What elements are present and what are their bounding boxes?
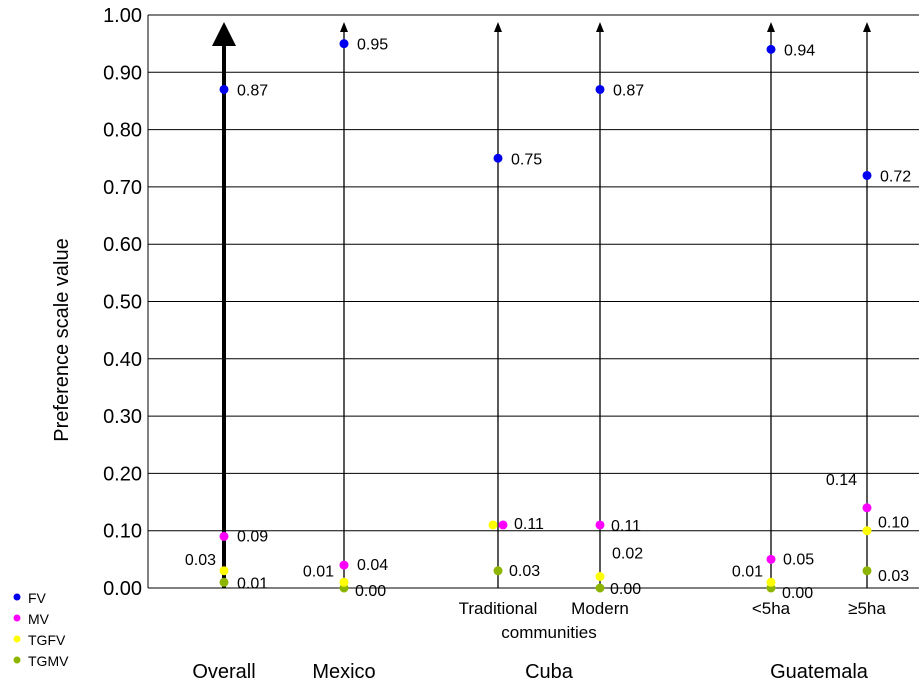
point-tgfv [862,526,872,536]
data-label-mv: 0.11 [514,516,544,533]
data-label-fv: 0.75 [511,151,542,168]
column-arrows [212,22,871,588]
group-label: Mexico [312,661,375,683]
point-tgfv [219,566,229,576]
column-arrowhead [340,22,348,32]
column-arrowhead [863,22,871,32]
point-fv [766,44,776,54]
data-label-mv: 0.09 [237,528,268,545]
data-label-tgfv: 0.02 [612,546,643,563]
point-tgmv [493,566,503,576]
legend-marker-tgmv [13,656,21,664]
data-label-tgfv: 0.03 [185,552,216,569]
data-label-tgmv: 0.00 [610,581,641,598]
data-points [219,39,872,593]
column-arrowhead [494,22,502,32]
legend: FV MV TGFV TGMV [13,590,69,669]
point-mv [498,520,508,530]
y-tick-label: 0.90 [103,62,142,84]
legend-marker-tgfv [13,635,21,643]
point-tgmv [862,566,872,576]
point-fv [862,170,872,180]
data-label-fv: 0.95 [357,37,388,54]
column-label: <5ha [752,599,791,618]
data-label-tgmv: 0.00 [782,585,813,602]
point-fv [339,39,349,49]
point-tgfv [595,572,605,582]
data-label-fv: 0.87 [237,82,268,99]
y-tick-label: 0.30 [103,406,142,428]
point-mv [595,520,605,530]
gridlines [148,14,919,589]
point-tgmv [595,583,605,593]
legend-label-tgfv: TGFV [28,632,66,648]
legend-marker-mv [13,614,21,622]
data-label-tgfv: 0.10 [878,515,909,532]
y-tick-label: 0.60 [103,234,142,256]
data-label-tgmv: 0.03 [509,563,540,580]
data-label-tgfv: 0.01 [303,563,334,580]
point-mv [766,554,776,564]
y-tick-label: 0.20 [103,463,142,485]
point-tgmv [219,577,229,587]
legend-label-fv: FV [28,590,47,606]
column-arrowhead [596,22,604,32]
y-tick-label: 0.00 [103,578,142,600]
y-axis-label: Preference scale value [51,238,73,441]
column-arrowhead [212,22,236,46]
legend-label-mv: MV [28,611,50,627]
category-labels: Overall Mexico Traditional communities Moder… [192,599,886,683]
column-arrowhead [767,22,775,32]
data-label-fv: 0.87 [613,82,644,99]
data-label-mv: 0.05 [783,551,814,568]
point-mv [862,503,872,513]
point-tgfv [339,577,349,587]
point-fv [493,153,503,163]
column-label: ≥5ha [848,599,886,618]
column-label: Modern [571,599,629,618]
point-tgfv [488,520,498,530]
column-label: Traditional [459,599,538,618]
y-tick-label: 0.70 [103,177,142,199]
legend-label-tgmv: TGMV [28,653,69,669]
y-tick-label: 0.10 [103,521,142,543]
data-label-mv: 0.14 [826,472,857,489]
group-label: Overall [192,661,255,683]
group-label: Guatemala [770,661,869,683]
data-label-fv: 0.72 [880,168,911,185]
data-label-fv: 0.94 [784,42,815,59]
data-label-mv: 0.04 [357,557,388,574]
point-fv [219,84,229,94]
point-mv [339,560,349,570]
y-axis: 0.00 0.10 0.20 0.30 0.40 0.50 0.60 0.70 0.80 0.90… [103,5,149,600]
y-tick-label: 0.50 [103,292,142,314]
data-label-tgmv: 0.00 [355,583,386,600]
point-tgfv [766,577,776,587]
y-tick-label: 1.00 [103,5,142,27]
column-label: communities [501,623,596,642]
y-tick-label: 0.40 [103,349,142,371]
data-label-tgmv: 0.01 [237,575,268,592]
point-fv [595,84,605,94]
data-label-tgmv: 0.03 [878,568,909,585]
data-label-tgfv: 0.01 [732,563,763,580]
data-label-mv: 0.11 [611,518,641,535]
data-labels: 0.01 0.03 0.09 0.87 0.00 0.01 0.04 0.95 0.03 0.11… [185,37,911,602]
group-label: Cuba [525,661,574,683]
point-mv [219,531,229,541]
y-tick-label: 0.80 [103,120,142,142]
legend-marker-fv [13,593,21,601]
